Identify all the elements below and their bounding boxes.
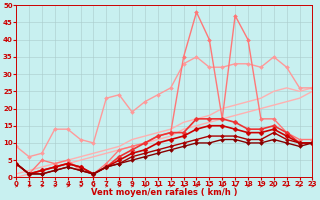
X-axis label: Vent moyen/en rafales ( km/h ): Vent moyen/en rafales ( km/h ) — [91, 188, 237, 197]
